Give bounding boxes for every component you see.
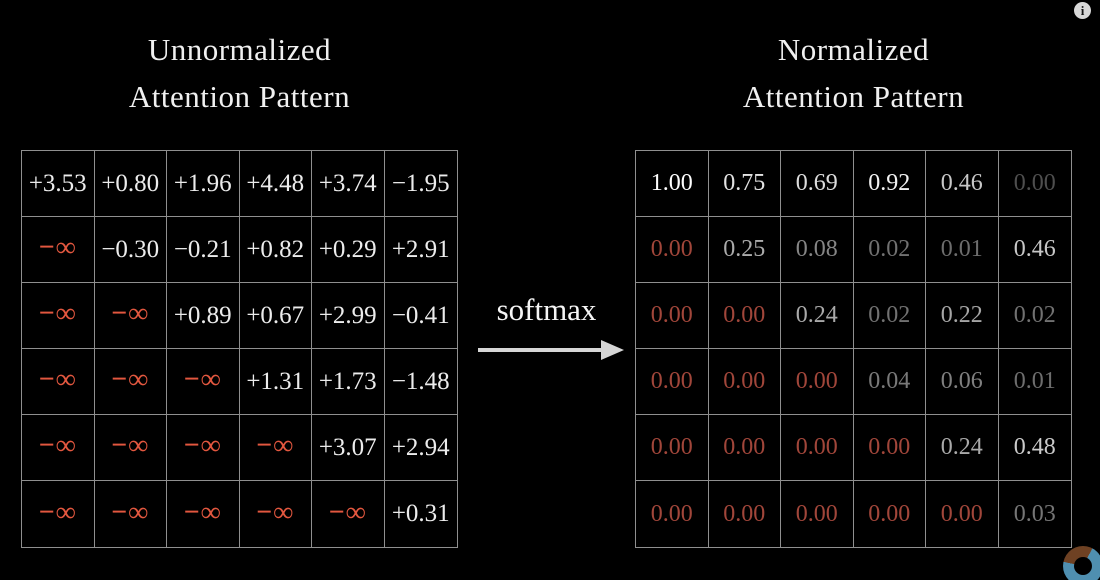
matrix-cell-value: +3.53: [22, 151, 95, 217]
left-title-line1: Unnormalized: [147, 32, 332, 67]
matrix-cell-value: 0.25: [708, 217, 781, 283]
matrix-cell-value: 0.02: [998, 283, 1071, 349]
matrix-cell-neg-infinity: −∞: [22, 481, 95, 547]
matrix-cell-value: 0.00: [781, 481, 854, 547]
matrix-cell-neg-infinity: −∞: [94, 283, 167, 349]
info-icon[interactable]: i: [1074, 2, 1091, 19]
matrix-cell-value: 0.08: [781, 217, 854, 283]
matrix-cell-value: +0.89: [167, 283, 240, 349]
matrix-cell-value: 0.00: [781, 349, 854, 415]
matrix-cell-neg-infinity: −∞: [94, 415, 167, 481]
matrix-cell-neg-infinity: −∞: [312, 481, 385, 547]
matrix-cell-value: 0.00: [636, 349, 709, 415]
matrix-cell-neg-infinity: −∞: [22, 415, 95, 481]
matrix-cell-value: 0.02: [853, 283, 926, 349]
matrix-cell-value: +0.31: [391, 500, 450, 527]
matrix-cell-value: 0.24: [926, 415, 999, 481]
matrix-cell-neg-infinity: −∞: [167, 415, 240, 481]
matrix-cell-value: −0.30: [94, 217, 167, 283]
matrix-cell-value: +2.91: [384, 217, 457, 283]
matrix-cell-value: +2.94: [384, 415, 457, 481]
brand-ring-logo: [1063, 546, 1100, 580]
matrix-cell-value: 0.24: [781, 283, 854, 349]
softmax-arrow-icon: [478, 340, 624, 360]
matrix-cell-neg-infinity: −∞: [239, 415, 312, 481]
matrix-cell-value: 0.00: [854, 481, 926, 547]
normalized-attention-matrix: 1.00 0.75 0.69 0.92 0.46 0.00 0.00 0.25 0.08 0.02…: [635, 150, 1072, 548]
matrix-cell-value: 0.92: [853, 151, 926, 217]
matrix-cell-neg-infinity: −∞: [22, 283, 95, 349]
matrix-cell-value: +0.67: [239, 283, 312, 349]
matrix-cell-value: +2.99: [312, 283, 385, 349]
unnormalized-attention-matrix: +3.53 +0.80 +1.96 +4.48 +3.74 −1.95 −∞ −0.30 −0.…: [21, 150, 458, 548]
matrix-cell-neg-infinity: −∞: [240, 481, 312, 547]
matrix-cell-value: 0.46: [926, 151, 999, 217]
matrix-cell-value: 0.03: [1013, 500, 1056, 527]
matrix-cell-neg-infinity: −∞: [94, 349, 167, 415]
matrix-cell-value: −0.21: [167, 217, 240, 283]
right-title-line1: Normalized: [777, 32, 930, 67]
matrix-cell-value: 0.75: [708, 151, 781, 217]
matrix-cell-value: +1.31: [239, 349, 312, 415]
matrix-cell-value: 0.22: [926, 283, 999, 349]
matrix-cell-value: 0.00: [708, 415, 781, 481]
matrix-cell-value: 0.04: [853, 349, 926, 415]
matrix-cell-value: 0.00: [709, 481, 781, 547]
matrix-cell-value: 1.00: [636, 151, 709, 217]
right-panel-title: Normalized Attention Pattern: [635, 26, 1072, 120]
matrix-cell-value: −1.48: [384, 349, 457, 415]
matrix-cell-value: +0.82: [239, 217, 312, 283]
matrix-cell-value: +3.74: [312, 151, 385, 217]
left-panel-title: Unnormalized Attention Pattern: [21, 26, 458, 120]
matrix-cell-value: 0.01: [998, 349, 1071, 415]
matrix-cell-neg-infinity: −∞: [167, 349, 240, 415]
matrix-cell-value: +1.96: [167, 151, 240, 217]
matrix-cell-value: +0.80: [94, 151, 167, 217]
softmax-label: softmax: [496, 292, 597, 327]
matrix-cell-value: −1.95: [384, 151, 457, 217]
matrix-cell-neg-infinity: −∞: [22, 349, 95, 415]
matrix-cell-value: 0.69: [781, 151, 854, 217]
matrix-cell-value: 0.00: [926, 481, 999, 547]
info-icon-glyph: i: [1080, 2, 1085, 18]
matrix-cell-value: 0.00: [998, 151, 1071, 217]
matrix-cell-neg-infinity: −∞: [22, 217, 95, 283]
matrix-cell-value: 0.00: [636, 217, 709, 283]
left-title-line2: Attention Pattern: [128, 79, 351, 114]
matrix-cell-value: 0.01: [926, 217, 999, 283]
matrix-cell-value: 0.06: [926, 349, 999, 415]
matrix-cell-value: −0.41: [384, 283, 457, 349]
matrix-cell-value: 0.00: [708, 349, 781, 415]
matrix-cell-value: 0.02: [853, 217, 926, 283]
matrix-cell-neg-infinity: −∞: [95, 481, 167, 547]
brand-ring-logo-hole: [1074, 557, 1092, 575]
matrix-cell-value: 0.00: [853, 415, 926, 481]
matrix-cell-value: +0.29: [312, 217, 385, 283]
matrix-cell-value: 0.00: [636, 415, 709, 481]
matrix-cell-value: 0.00: [636, 481, 709, 547]
matrix-cell-value: +4.48: [239, 151, 312, 217]
matrix-cell-value: 0.00: [708, 283, 781, 349]
matrix-cell-value: 0.48: [998, 415, 1071, 481]
matrix-cell-value: 0.00: [636, 283, 709, 349]
matrix-cell-neg-infinity: −∞: [167, 481, 240, 547]
matrix-cell-value: +3.07: [312, 415, 385, 481]
matrix-cell-value: 0.46: [998, 217, 1071, 283]
matrix-cell-value: +1.73: [312, 349, 385, 415]
matrix-cell-value: 0.00: [781, 415, 854, 481]
right-title-line2: Attention Pattern: [742, 79, 965, 114]
